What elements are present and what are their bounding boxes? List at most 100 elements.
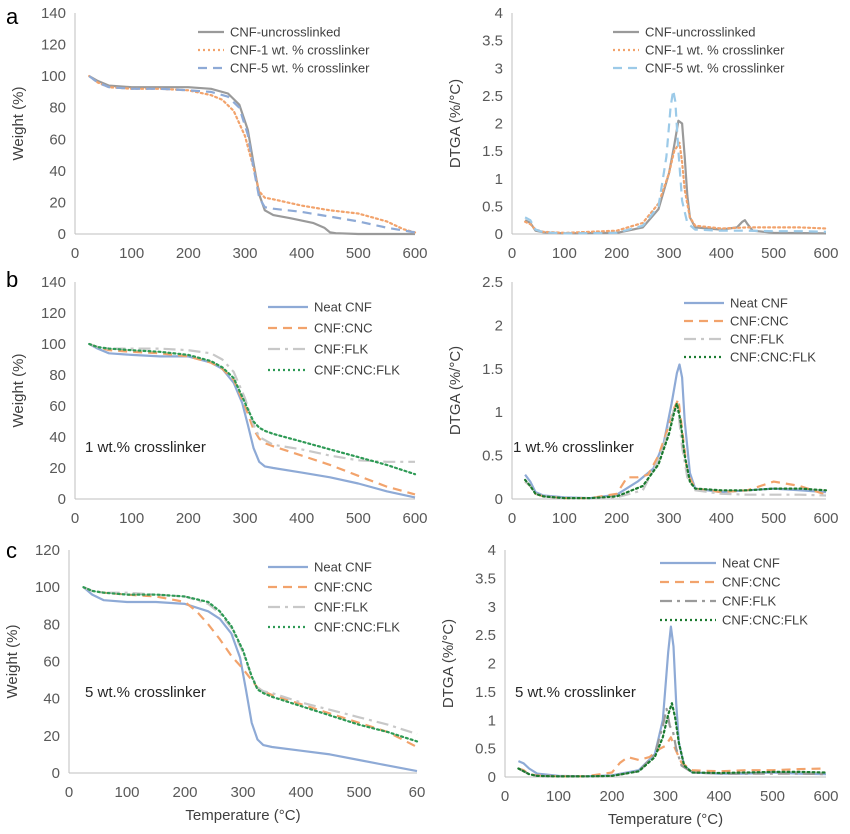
- x-tick-label: 0: [508, 245, 516, 262]
- series-line-cnf-flk: [88, 342, 415, 463]
- x-tick-label: 100: [546, 788, 571, 805]
- y-tick-label: 20: [49, 460, 66, 477]
- y-axis-label: DTGA (%/°C): [440, 619, 457, 708]
- chart-annotation: 1 wt.% crosslinker: [513, 439, 634, 456]
- panel-label-b: b: [6, 267, 18, 292]
- series-line-neat-cnf: [82, 586, 418, 773]
- chart-c-dtga: 0 100 200 300 400 500 600 0 0.5 1 1.5 2 2.5 3 3.5 4 DTGA…: [440, 542, 839, 828]
- y-tick-label: 0.5: [482, 198, 503, 215]
- series-line-cnf-cnc-flk: [523, 402, 828, 500]
- legend-label: CNF:FLK: [314, 600, 369, 615]
- y-tick-label: 80: [49, 367, 66, 384]
- y-tick-label: 0: [58, 226, 66, 243]
- y-tick-label: 0: [488, 769, 496, 786]
- y-tick-label: 1.5: [482, 361, 503, 378]
- y-tick-label: 140: [41, 274, 66, 291]
- legend-label: CNF:CNC:FLK: [314, 363, 400, 378]
- y-tick-label: 3.5: [475, 570, 496, 587]
- x-axis-label: Temperature (°C): [608, 811, 723, 828]
- y-tick-label: 60: [49, 398, 66, 415]
- x-tick-label: 500: [761, 245, 786, 262]
- y-tick-label: 40: [49, 429, 66, 446]
- x-tick-label: 400: [289, 510, 314, 527]
- x-tick-label: 300: [656, 510, 681, 527]
- chart-c-weight: 0 100 200 300 400 500 60020406080100120Weight …: [4, 542, 425, 824]
- x-tick-label: 100: [114, 784, 139, 801]
- y-tick-label: 120: [41, 37, 66, 54]
- x-tick-label: 0: [65, 784, 73, 801]
- legend-label: CNF:CNC: [730, 314, 789, 329]
- y-tick-label: 100: [41, 68, 66, 85]
- y-tick-label: 4: [488, 542, 496, 559]
- x-tick-label: 400: [706, 788, 731, 805]
- y-tick-label: 100: [41, 336, 66, 353]
- legend-label: CNF:FLK: [314, 342, 369, 357]
- series-line-cnf-cnc-flk: [82, 586, 419, 743]
- series-line-cnf-5-wt-crosslinker: [524, 89, 827, 235]
- x-tick-label: 400: [709, 510, 734, 527]
- series-line-cnf-1-wt-crosslinker: [523, 141, 828, 234]
- chart-annotation: 1 wt.% crosslinker: [85, 439, 206, 456]
- legend-label: CNF:CNC: [314, 321, 373, 336]
- legend-label: CNF-uncrosslinked: [230, 25, 341, 40]
- y-tick-label: 0: [58, 491, 66, 508]
- legend-label: CNF-1 wt. % crosslinker: [645, 43, 785, 58]
- series-line-neat-cnf: [88, 343, 416, 499]
- x-tick-label: 300: [230, 784, 255, 801]
- x-tick-label: 200: [604, 245, 629, 262]
- legend-label: CNF:FLK: [722, 594, 777, 609]
- y-tick-label: 1.5: [475, 684, 496, 701]
- x-tick-label: 600: [402, 245, 427, 262]
- series-line-cnf-5-wt-crosslinker: [88, 75, 416, 234]
- chart-b-weight: 0 100 200 300 400 500 600 0 20 40 60 80 100 120 140 Wei…: [10, 274, 428, 527]
- y-axis-label: Weight (%): [10, 87, 27, 161]
- x-tick-label: 600: [813, 788, 838, 805]
- x-tick-label: 100: [552, 245, 577, 262]
- chart-b-dtga: 0 100 200 300 400 500 600 0 0.5 1 1.5 2 2.5 DTGA (%/°…: [447, 274, 839, 527]
- y-tick-label: 80: [43, 616, 60, 633]
- legend-label: Neat CNF: [314, 300, 372, 315]
- y-tick-label: 60: [49, 131, 66, 148]
- chart-annotation: 5 wt.% crosslinker: [515, 684, 636, 701]
- y-tick-label: 1: [488, 712, 496, 729]
- y-tick-label: 120: [35, 542, 60, 559]
- y-tick-label: 80: [49, 100, 66, 117]
- x-tick-label: 0: [71, 245, 79, 262]
- x-tick-label: 0: [501, 788, 509, 805]
- x-tick-label: 400: [289, 245, 314, 262]
- x-tick-label: 600: [813, 245, 838, 262]
- x-tick-label: 100: [552, 510, 577, 527]
- y-tick-label: 1.5: [482, 143, 503, 160]
- y-tick-label: 60: [43, 654, 60, 671]
- chart-a-weight: 0 100 200 300 400 500 600 0 20 40 60 80 100 120 140 Wei…: [10, 5, 428, 262]
- legend-label: CNF:CNC: [722, 575, 781, 590]
- y-tick-label: 2: [488, 656, 496, 673]
- x-tick-label: 200: [172, 784, 197, 801]
- y-axis-label: Weight (%): [4, 625, 21, 699]
- chart-a-dtga: 0 100 200 300 400 500 600 0 0.5 1 1.5 2 2.5 3 3.5 4 DTGA…: [447, 5, 839, 262]
- series-line-cnf-cnc-flk: [517, 702, 828, 778]
- series-line-cnf-flk: [517, 707, 827, 778]
- y-tick-label: 2: [495, 317, 503, 334]
- x-tick-label: 0: [508, 510, 516, 527]
- y-axis-label: DTGA (%/°C): [447, 79, 464, 168]
- x-tick-label: 500: [760, 788, 785, 805]
- x-tick-label: 300: [656, 245, 681, 262]
- x-tick-label: 500: [761, 510, 786, 527]
- x-tick-label: 200: [176, 510, 201, 527]
- y-axis-label: Weight (%): [10, 354, 27, 428]
- x-tick-label: 200: [604, 510, 629, 527]
- y-axis-label: DTGA (%/°C): [447, 346, 464, 435]
- y-tick-label: 40: [43, 691, 60, 708]
- y-tick-label: 2.5: [475, 627, 496, 644]
- legend-label: Neat CNF: [314, 560, 372, 575]
- y-tick-label: 0: [52, 765, 60, 782]
- y-tick-label: 120: [41, 305, 66, 322]
- x-tick-label: 0: [71, 510, 79, 527]
- series-line-cnf-cnc: [518, 736, 827, 778]
- x-tick-label: 200: [599, 788, 624, 805]
- series-line-neat-cnf: [524, 363, 827, 500]
- y-tick-label: 1: [495, 404, 503, 421]
- chart-annotation: 5 wt.% crosslinker: [85, 684, 206, 701]
